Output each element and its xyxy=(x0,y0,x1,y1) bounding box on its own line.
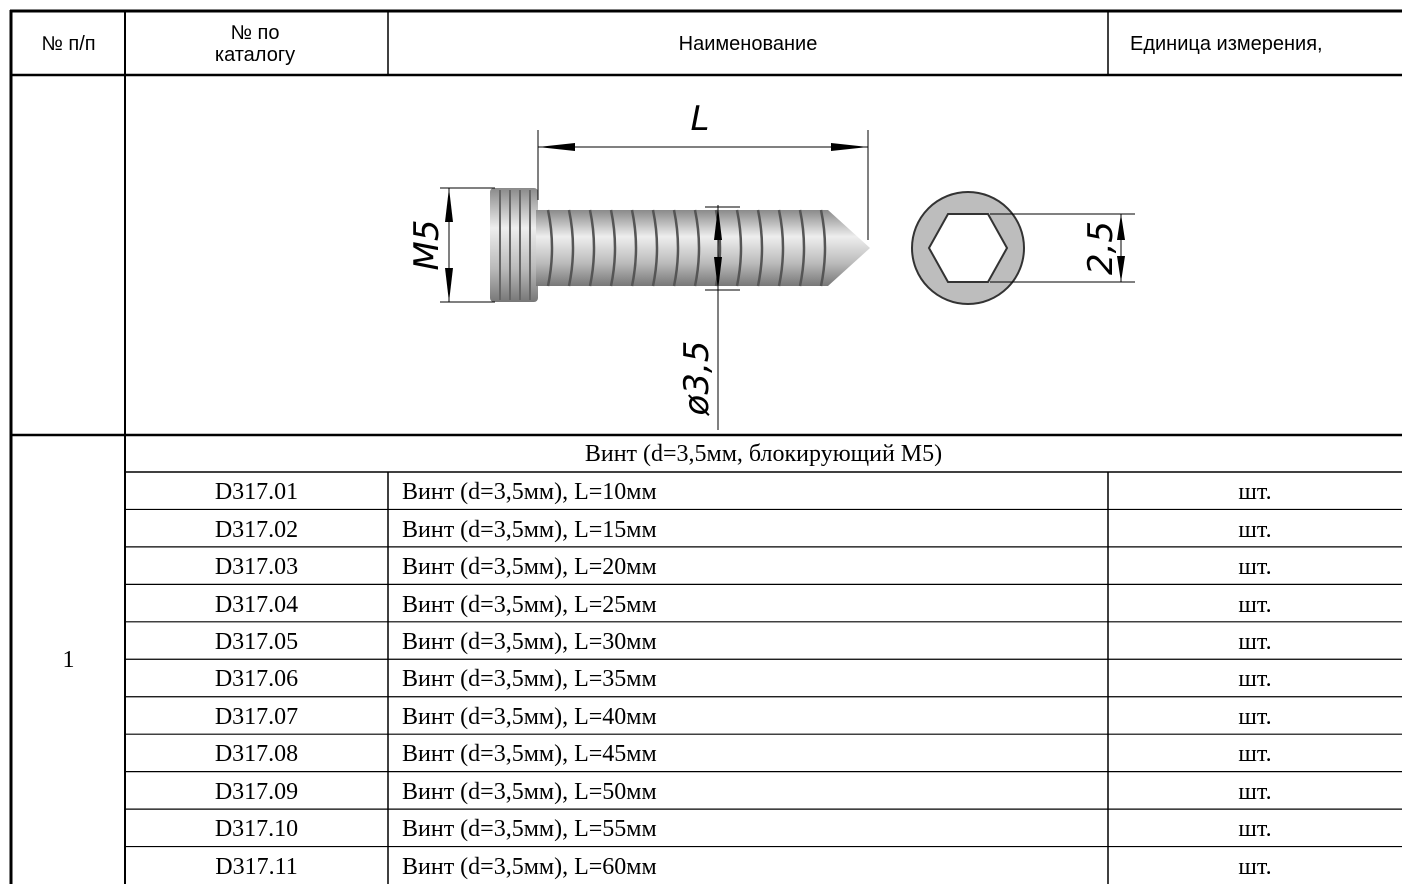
header-cell: № п/п xyxy=(12,12,125,75)
length-label: L xyxy=(691,99,710,139)
header-cell: № по каталогу xyxy=(205,12,305,75)
hex-label: 2,5 xyxy=(1081,221,1121,275)
catalog-number: D317.06 xyxy=(125,661,388,698)
header-cell: Единица измерения, xyxy=(1108,12,1402,75)
catalog-number: D317.11 xyxy=(125,849,388,884)
unit: шт. xyxy=(1108,624,1402,661)
unit: шт. xyxy=(1108,699,1402,736)
item-name: Винт (d=3,5мм), L=60мм xyxy=(388,849,1108,884)
catalog-number: D317.03 xyxy=(125,549,388,586)
catalog-number: D317.10 xyxy=(125,811,388,848)
thread-label: M5 xyxy=(407,220,447,271)
item-name: Винт (d=3,5мм), L=40мм xyxy=(388,699,1108,736)
header-cell: Наименование xyxy=(388,12,1108,75)
item-name: Винт (d=3,5мм), L=15мм xyxy=(388,511,1108,548)
group-title: Винт (d=3,5мм, блокирующий М5) xyxy=(125,436,1402,472)
item-name: Винт (d=3,5мм), L=50мм xyxy=(388,774,1108,811)
unit: шт. xyxy=(1108,811,1402,848)
catalog-number: D317.09 xyxy=(125,774,388,811)
catalog-number: D317.02 xyxy=(125,511,388,548)
page: L M5 ø3,5 2,5 № п/п № по каталогу Наимен… xyxy=(0,0,1402,884)
catalog-number: D317.01 xyxy=(125,474,388,511)
unit: шт. xyxy=(1108,736,1402,773)
catalog-number: D317.07 xyxy=(125,699,388,736)
unit: шт. xyxy=(1108,474,1402,511)
item-name: Винт (d=3,5мм), L=45мм xyxy=(388,736,1108,773)
catalog-number: D317.05 xyxy=(125,624,388,661)
diameter-label: ø3,5 xyxy=(677,341,717,417)
unit: шт. xyxy=(1108,511,1402,548)
item-name: Винт (d=3,5мм), L=30мм xyxy=(388,624,1108,661)
screw-drawing: L M5 ø3,5 2,5 xyxy=(407,99,1135,430)
unit: шт. xyxy=(1108,774,1402,811)
item-name: Винт (d=3,5мм), L=20мм xyxy=(388,549,1108,586)
catalog-number: D317.04 xyxy=(125,586,388,623)
item-name: Винт (d=3,5мм), L=55мм xyxy=(388,811,1108,848)
unit: шт. xyxy=(1108,849,1402,884)
item-name: Винт (d=3,5мм), L=10мм xyxy=(388,474,1108,511)
item-name: Винт (d=3,5мм), L=35мм xyxy=(388,661,1108,698)
unit: шт. xyxy=(1108,661,1402,698)
item-number: 1 xyxy=(12,436,125,884)
catalog-number: D317.08 xyxy=(125,736,388,773)
item-name: Винт (d=3,5мм), L=25мм xyxy=(388,586,1108,623)
unit: шт. xyxy=(1108,549,1402,586)
unit: шт. xyxy=(1108,586,1402,623)
